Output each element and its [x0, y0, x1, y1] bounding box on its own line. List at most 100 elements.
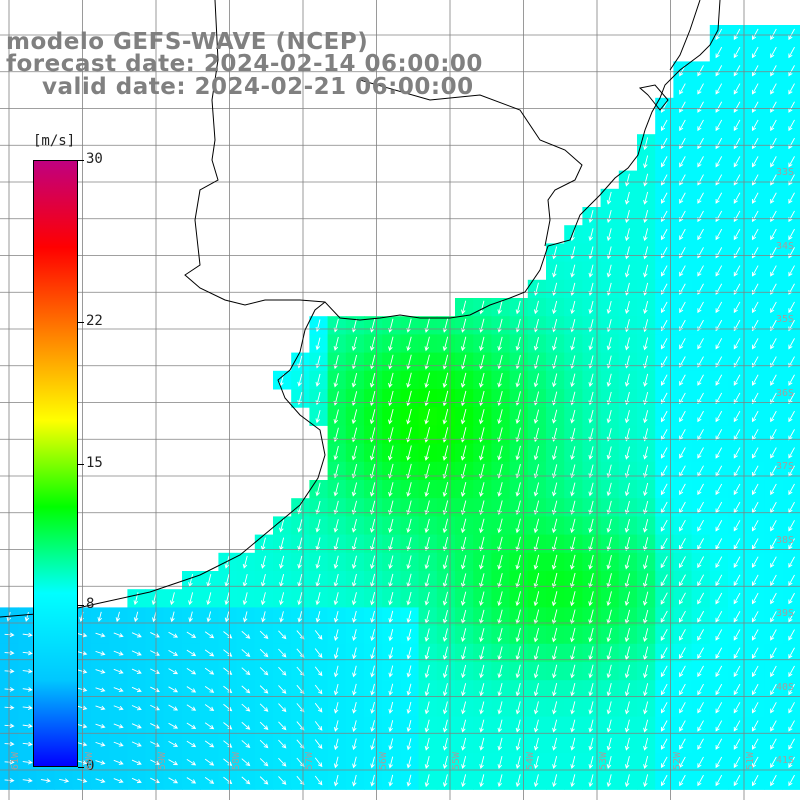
wind-arrow	[660, 647, 668, 660]
wind-arrow	[223, 722, 233, 730]
wind-arrow	[643, 756, 649, 769]
wind-arrow	[77, 687, 88, 692]
wind-arrow	[733, 720, 741, 732]
wind-arrow	[424, 701, 430, 715]
wind-arrow	[643, 410, 649, 424]
wind-arrow	[624, 464, 630, 478]
wind-arrow	[95, 760, 106, 765]
wind-arrow	[497, 627, 503, 643]
wind-arrow	[588, 500, 594, 515]
wind-arrow	[388, 500, 394, 515]
wind-arrow	[479, 554, 485, 570]
wind-arrow	[570, 482, 576, 497]
wind-arrow	[752, 119, 759, 132]
wind-arrow	[186, 649, 197, 657]
wind-arrow	[661, 410, 668, 423]
wind-arrow	[660, 447, 668, 459]
wind-arrow	[424, 774, 430, 788]
wind-arrow	[424, 500, 430, 516]
wind-arrow	[661, 101, 668, 113]
wind-arrow	[168, 631, 179, 638]
wind-arrow	[570, 591, 576, 607]
wind-arrow	[297, 611, 303, 623]
wind-arrow	[643, 555, 649, 570]
wind-arrow	[479, 591, 485, 606]
wind-arrow	[22, 705, 33, 710]
wind-arrow	[570, 627, 576, 643]
wind-arrow	[733, 374, 741, 386]
wind-arrow	[679, 338, 686, 350]
wind-arrow	[369, 409, 376, 425]
wind-arrow	[278, 703, 287, 713]
wind-arrow	[424, 591, 430, 606]
wind-arrow	[661, 338, 668, 350]
wind-arrow	[715, 610, 723, 623]
wind-arrow	[788, 574, 795, 587]
wind-arrow	[479, 300, 485, 315]
coastline	[0, 0, 721, 618]
map-title-model: modelo GEFS-WAVE (NCEP)	[6, 29, 369, 55]
wind-arrow	[697, 702, 704, 714]
wind-arrow	[259, 703, 269, 712]
wind-arrow	[370, 592, 376, 606]
wind-arrow	[515, 409, 521, 425]
wind-arrow	[168, 759, 179, 766]
wind-arrow	[333, 774, 339, 787]
wind-arrow	[497, 719, 503, 733]
wind-arrow	[606, 410, 612, 424]
wind-arrow	[624, 555, 631, 570]
wind-arrow	[333, 683, 339, 696]
wind-arrow	[733, 228, 741, 241]
wind-arrow	[643, 664, 649, 679]
wind-arrow	[424, 756, 430, 769]
latitude-label: 37S	[775, 461, 794, 472]
wind-arrow	[461, 737, 467, 751]
wind-arrow	[424, 445, 430, 461]
wind-arrow	[242, 611, 248, 623]
wind-arrow	[606, 337, 612, 351]
wind-arrow	[442, 719, 448, 733]
wind-arrow	[333, 702, 339, 714]
wind-arrow	[570, 664, 576, 679]
wind-arrow	[515, 572, 521, 589]
wind-arrow	[314, 684, 323, 695]
wind-arrow	[479, 719, 485, 733]
wind-arrow	[588, 701, 594, 715]
wind-arrow	[479, 683, 485, 697]
wind-arrow	[588, 446, 594, 460]
wind-arrow	[588, 228, 594, 242]
wind-arrow	[515, 737, 521, 751]
wind-arrow	[788, 774, 795, 787]
wind-arrow	[515, 774, 521, 788]
wind-arrow	[588, 337, 594, 351]
wind-arrow	[697, 756, 704, 769]
wind-arrow	[388, 482, 394, 497]
wind-arrow	[752, 647, 759, 659]
wind-arrow	[460, 372, 467, 388]
wind-arrow	[406, 555, 412, 570]
wind-arrow	[333, 482, 339, 497]
wind-arrow	[333, 409, 339, 424]
wind-arrow	[751, 574, 759, 587]
wind-arrow	[515, 300, 521, 315]
wind-arrow	[77, 669, 88, 674]
wind-arrow	[770, 483, 777, 496]
wind-arrow	[752, 392, 759, 405]
wind-arrow	[679, 519, 686, 532]
wind-arrow	[461, 774, 467, 788]
wind-arrow	[315, 337, 321, 351]
wind-arrow	[370, 756, 375, 769]
wind-arrow	[497, 591, 503, 607]
wind-arrow	[424, 482, 430, 497]
wind-arrow	[788, 429, 795, 441]
wind-arrow	[460, 336, 467, 352]
wind-arrow	[679, 738, 686, 750]
wind-arrow	[204, 722, 215, 730]
wind-arrow	[715, 538, 723, 550]
wind-arrow	[406, 500, 412, 515]
wind-arrow	[733, 265, 741, 277]
wind-arrow	[570, 719, 576, 733]
wind-arrow	[624, 683, 630, 697]
wind-arrow	[95, 669, 106, 674]
